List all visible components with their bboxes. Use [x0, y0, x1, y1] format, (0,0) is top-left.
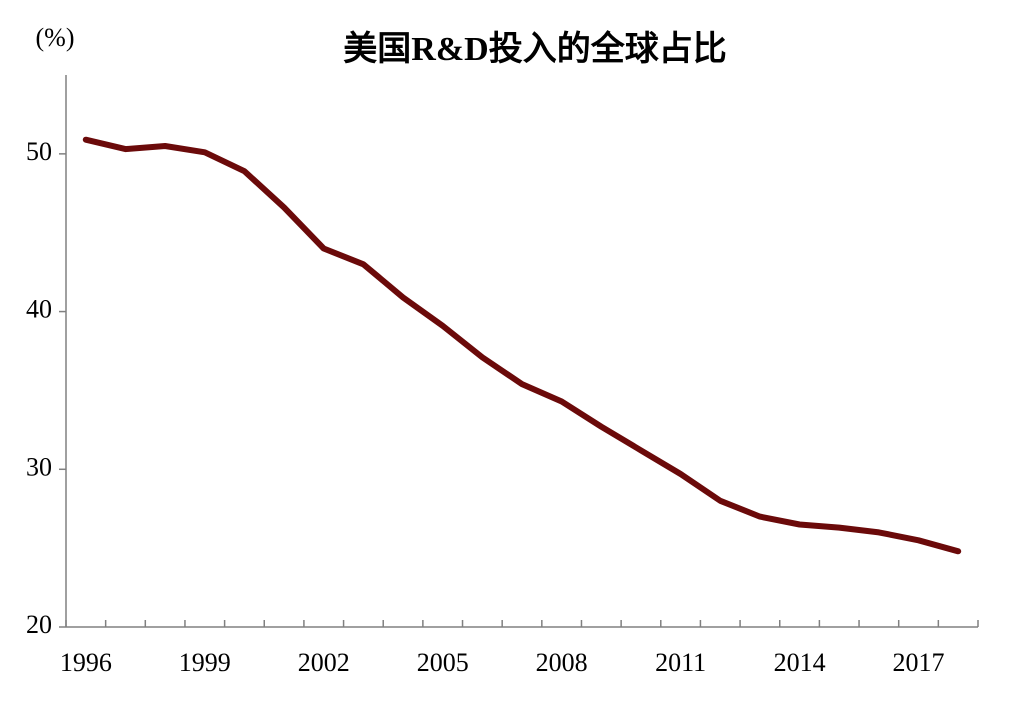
x-tick-label: 2011 — [655, 648, 706, 677]
chart-title: 美国R&D投入的全球占比 — [343, 29, 726, 68]
x-tick-label: 1999 — [179, 648, 231, 677]
x-tick-label: 2017 — [893, 648, 945, 677]
y-tick-label: 50 — [26, 137, 52, 166]
y-tick-label: 20 — [26, 610, 52, 639]
x-tick-label: 2002 — [298, 648, 350, 677]
x-tick-label: 2008 — [536, 648, 588, 677]
data-line — [82, 136, 962, 555]
x-tick-label: 2005 — [417, 648, 469, 677]
x-tick-label: 2014 — [774, 648, 826, 677]
unit-label: (%) — [36, 23, 75, 52]
y-tick-label: 30 — [26, 452, 52, 481]
x-tick-label: 1996 — [60, 648, 112, 677]
y-tick-label: 40 — [26, 295, 52, 324]
